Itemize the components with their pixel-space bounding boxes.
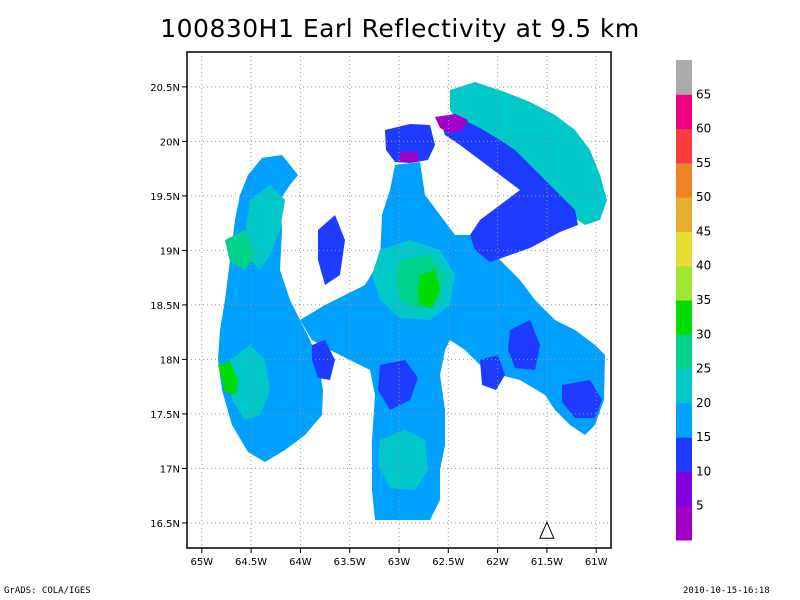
colorbar-label: 30: [696, 327, 711, 341]
echo-top-violet: [435, 114, 468, 133]
footer-timestamp: 2010-10-15-16:18: [683, 586, 770, 596]
x-tick-label: 62.5W: [432, 557, 464, 568]
x-tick-label: 63W: [388, 557, 411, 568]
colorbar-swatch: [676, 300, 692, 335]
colorbar-label: 45: [696, 224, 711, 238]
colorbar-swatch: [676, 197, 692, 232]
x-tick-label: 62W: [486, 557, 509, 568]
y-tick-label: 20N: [160, 137, 180, 148]
echo-blue-c: [508, 320, 540, 370]
colorbar-label: 15: [696, 430, 711, 444]
colorbar-swatch: [676, 265, 692, 301]
colorbar-swatch: [676, 162, 692, 198]
echo-center-core: [300, 162, 605, 520]
x-tick-label: 64.5W: [235, 557, 267, 568]
y-tick-label: 19N: [160, 246, 180, 257]
echo-top-plume: [385, 124, 435, 163]
colorbar-label: 35: [696, 293, 711, 307]
colorbar-swatch: [676, 368, 692, 404]
chart-title: 100830H1 Earl Reflectivity at 9.5 km: [160, 14, 640, 43]
colorbar-label: 5: [696, 499, 704, 513]
colorbar-label: 60: [696, 122, 711, 136]
colorbar-label: 65: [696, 87, 711, 101]
colorbar-swatch: [676, 471, 692, 507]
colorbar-swatch: [676, 334, 692, 370]
echo-left-teal-b: [230, 345, 270, 420]
colorbar-labels: 5 10 15 20 25 30 35 40 45 50 55 60 65: [696, 87, 711, 512]
echo-blue-e: [312, 340, 335, 380]
colorbar-label: 20: [696, 396, 711, 410]
x-tick-label: 63.5W: [334, 557, 366, 568]
y-tick-label: 16.5N: [150, 519, 180, 530]
colorbar-swatch: [676, 505, 692, 541]
colorbar-swatch: [676, 231, 692, 267]
colorbar-label: 10: [696, 464, 711, 478]
reflectivity-field: [218, 82, 607, 520]
y-tick-label: 18N: [160, 355, 180, 366]
footer-credit: GrADS: COLA/IGES: [4, 586, 91, 596]
colorbar-swatch: [676, 60, 692, 95]
grid-lines: [187, 52, 611, 548]
y-tick-label: 18.5N: [150, 301, 180, 312]
colorbar-swatch: [676, 437, 692, 472]
annotations: [539, 520, 555, 539]
echo-center-bright: [418, 270, 440, 308]
colorbar: [676, 60, 692, 541]
y-tick-label: 17N: [160, 464, 180, 475]
x-tick-label: 65W: [190, 557, 213, 568]
x-tick-label: 61W: [585, 557, 608, 568]
x-tick-label: 61.5W: [531, 557, 563, 568]
echo-top-violet-2: [400, 152, 418, 162]
colorbar-swatch: [676, 402, 692, 438]
colorbar-swatch: [676, 94, 692, 130]
y-tick-label: 20.5N: [150, 83, 180, 94]
echo-left-teal-a: [245, 185, 285, 270]
echo-left-bright: [218, 362, 238, 395]
colorbar-label: 50: [696, 190, 711, 204]
y-tick-label: 17.5N: [150, 410, 180, 421]
echo-blue-f: [480, 355, 505, 390]
echo-blue-d: [562, 380, 602, 418]
echo-upper-right-band: [450, 82, 607, 225]
colorbar-label: 25: [696, 362, 711, 376]
colorbar-label: 55: [696, 156, 711, 170]
echo-bottom-teal: [378, 430, 428, 490]
colorbar-swatch: [676, 128, 692, 164]
colorbar-label: 40: [696, 259, 711, 273]
y-tick-label: 19.5N: [150, 192, 180, 203]
triangle-marker: [539, 520, 555, 539]
axis-ticks: [182, 86, 597, 553]
echo-upper-right-blue: [440, 118, 578, 262]
x-tick-label: 64W: [289, 557, 312, 568]
axis-tick-labels: 65W 64.5W 64W 63.5W 63W 62.5W 62W 61.5W 61W 16.5N…: [150, 83, 607, 568]
echo-blue-b: [378, 360, 418, 410]
